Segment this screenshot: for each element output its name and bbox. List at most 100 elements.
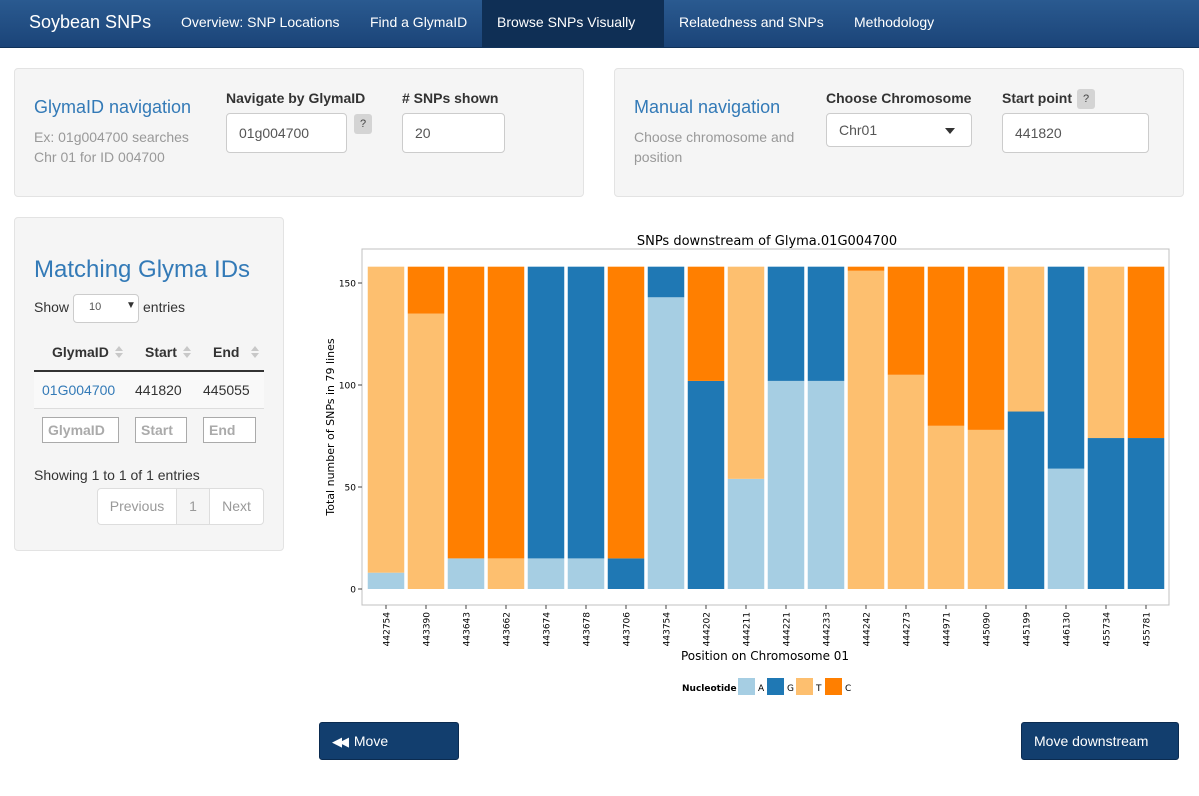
legend-label-G: G (787, 684, 794, 694)
col-header-glymaid[interactable]: GlymaID (52, 344, 109, 360)
bar-segment-C-455781 (1127, 266, 1165, 439)
move-downstream-button[interactable]: Move downstream ▶▶ (1021, 722, 1179, 785)
bar-segment-T-444971 (927, 425, 965, 589)
bar-segment-T-442754 (367, 266, 405, 573)
nav-find-glymaid[interactable]: Find a GlymaID (370, 14, 468, 30)
filter-start-input[interactable]: Start (135, 417, 187, 443)
chromosome-select[interactable]: Chr01 (826, 113, 972, 147)
table-row: 01G004700 441820 445055 (34, 372, 264, 408)
snps-shown-input[interactable]: 20 (402, 113, 505, 153)
x-tick-label: 444211 (743, 612, 753, 646)
pager-next-button[interactable]: Next (209, 488, 264, 525)
chart-title: SNPs downstream of Glyma.01G004700 (637, 234, 897, 249)
nav-overview[interactable]: Overview: SNP Locations (181, 14, 340, 30)
y-tick-label: 150 (339, 280, 356, 290)
x-tick-label: 443662 (503, 612, 513, 646)
y-tick-label: 0 (350, 586, 356, 596)
legend-label-A: A (758, 684, 765, 694)
col-header-start[interactable]: Start (145, 344, 177, 360)
brand-title[interactable]: Soybean SNPs (29, 12, 152, 32)
bar-segment-C-444971 (927, 266, 965, 426)
matching-ids-title: Matching Glyma IDs (34, 256, 251, 283)
bar-segment-G-444221 (767, 266, 805, 381)
chevron-down-icon (945, 128, 955, 134)
glymaid-help-icon[interactable]: ? (354, 114, 372, 134)
bar-segment-T-444273 (887, 374, 925, 589)
chromosome-select-value: Chr01 (839, 122, 878, 138)
bar-segment-T-444242 (847, 270, 885, 589)
glymaid-label: Navigate by GlymaID (226, 90, 366, 106)
glymaid-nav-help-2: Chr 01 for ID 004700 (34, 149, 165, 165)
nav-relatedness[interactable]: Relatedness and SNPs (679, 14, 824, 30)
bar-segment-T-443390 (407, 313, 445, 589)
table-info: Showing 1 to 1 of 1 entries (34, 467, 200, 483)
nav-methodology[interactable]: Methodology (854, 14, 935, 30)
snp-stacked-bar-chart: SNPs downstream of Glyma.01G004700 Posit… (324, 234, 1170, 695)
chromosome-label: Choose Chromosome (826, 90, 972, 106)
entries-select[interactable]: 10 ▼ (73, 294, 139, 323)
bar-segment-C-444242 (847, 266, 885, 271)
bar-segment-C-443390 (407, 266, 445, 314)
row-end: 445055 (203, 382, 250, 398)
legend-swatch-G (767, 678, 784, 695)
x-tick-label: 443674 (543, 612, 553, 647)
pager-page-1[interactable]: 1 (176, 488, 210, 525)
x-axis: 442754 443390 443643 443662 443674 443678 4437… (383, 605, 1153, 646)
bar-segment-A-443643 (447, 558, 485, 589)
move-downstream-label: Move downstream (1034, 733, 1149, 749)
entries-label: entries (143, 299, 186, 315)
bar-segment-G-443674 (527, 266, 565, 559)
table-header-rule (34, 370, 264, 372)
matching-ids-panel: Matching Glyma IDs Show 10 ▼ entries Gly… (14, 217, 284, 551)
bar-segment-C-443706 (607, 266, 645, 559)
x-tick-label: 444221 (783, 612, 793, 646)
filter-glymaid-input[interactable]: GlymaID (42, 417, 119, 443)
legend-label-C: C (845, 684, 851, 694)
y-axis: 0 50 100 150 (339, 280, 362, 596)
legend-swatch-T (796, 678, 813, 695)
legend: Nucleotide A G T C (682, 678, 851, 695)
manual-nav-help-2: position (634, 149, 683, 165)
manual-nav-help-1: Choose chromosome and (634, 129, 795, 145)
x-tick-label: 444233 (823, 612, 833, 646)
filter-end-input[interactable]: End (203, 417, 256, 443)
start-point-label: Start point (1002, 90, 1072, 106)
legend-swatch-A (738, 678, 755, 695)
sort-up-icon (115, 346, 123, 351)
bar-segment-G-443706 (607, 558, 645, 589)
move-upstream-button[interactable]: ◀◀ Move upstream (319, 722, 459, 786)
bar-segment-C-445090 (967, 266, 1005, 430)
snps-shown-label: # SNPs shown (402, 90, 499, 106)
y-tick-label: 100 (339, 382, 356, 392)
chevron-down-icon: ▼ (126, 300, 136, 311)
pager-previous-button[interactable]: Previous (97, 488, 177, 525)
bar-segment-G-455781 (1127, 438, 1165, 589)
bar-segment-G-446130 (1047, 266, 1085, 469)
bar-segment-A-443674 (527, 558, 565, 589)
start-point-input[interactable]: 441820 (1002, 113, 1149, 153)
nav-browse-snps[interactable]: Browse SNPs Visually (482, 0, 664, 70)
sort-up-icon (251, 346, 259, 351)
glymaid-nav-title: GlymaID navigation (34, 97, 192, 117)
caret-down-icon (503, 65, 511, 70)
glymaid-nav-help-1: Ex: 01g004700 searches (34, 129, 189, 145)
col-header-end[interactable]: End (213, 344, 240, 360)
x-tick-label: 442754 (383, 612, 393, 647)
legend-title: Nucleotide (682, 684, 737, 694)
bar-segment-C-443643 (447, 266, 485, 559)
bar-segment-A-443754 (647, 297, 685, 589)
bar-segment-A-446130 (1047, 468, 1085, 589)
entries-select-value: 10 (89, 301, 102, 313)
start-point-help-icon[interactable]: ? (1077, 89, 1095, 109)
glymaid-input[interactable]: 01g004700 (226, 113, 347, 153)
x-tick-label: 443754 (663, 612, 673, 647)
sort-down-icon (251, 353, 259, 358)
manual-navigation-panel: Manual navigation Choose chromosome and … (614, 68, 1184, 197)
bar-segment-C-444202 (687, 266, 725, 381)
row-glymaid-link[interactable]: 01G004700 (42, 382, 116, 398)
x-tick-label: 443678 (583, 612, 593, 647)
sort-down-icon (115, 353, 123, 358)
bar-segment-A-444233 (807, 380, 845, 589)
top-navbar: Soybean SNPs Overview: SNP Locations Fin… (0, 0, 1199, 70)
manual-nav-title: Manual navigation (634, 97, 781, 117)
